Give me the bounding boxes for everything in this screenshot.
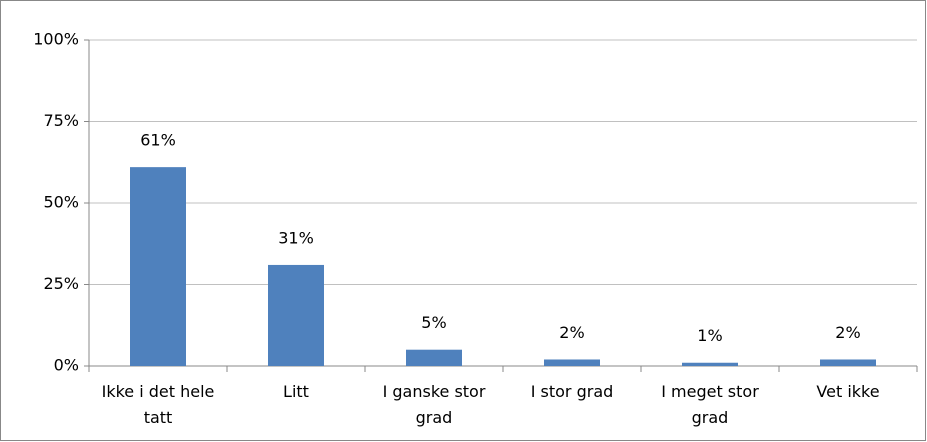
bar xyxy=(268,264,324,366)
bar xyxy=(130,167,186,366)
x-tick-label: Vet ikke xyxy=(816,382,880,401)
y-tick-label: 75% xyxy=(43,111,79,130)
bar xyxy=(682,362,738,366)
x-tick-label: I stor grad xyxy=(530,382,614,401)
value-label: 1% xyxy=(697,326,722,345)
y-tick-label: 25% xyxy=(43,274,79,293)
y-tick-label: 0% xyxy=(54,356,79,375)
x-tick-label: Litt xyxy=(283,382,309,401)
x-tick-label: I ganske stor grad xyxy=(382,382,486,427)
bar xyxy=(820,359,876,366)
value-label: 61% xyxy=(140,131,176,150)
value-label: 2% xyxy=(559,323,584,342)
value-label: 5% xyxy=(421,313,446,332)
value-label: 31% xyxy=(278,228,314,247)
x-tick-label: Ikke i det hele tatt xyxy=(101,382,215,427)
x-tick-label: I meget stor grad xyxy=(661,382,759,427)
y-tick-label: 50% xyxy=(43,193,79,212)
y-tick-label: 100% xyxy=(33,30,79,49)
bar xyxy=(544,359,600,366)
bar xyxy=(406,349,462,366)
value-label: 2% xyxy=(835,323,860,342)
